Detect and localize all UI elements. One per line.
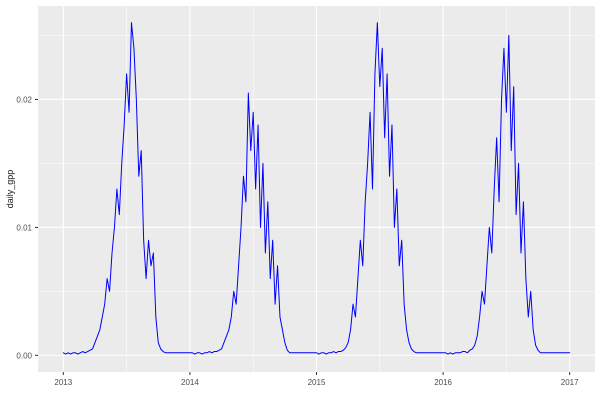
x-tick-label: 2016: [434, 378, 452, 387]
x-tick-label: 2017: [561, 378, 579, 387]
y-tick-label: 0.02: [16, 95, 32, 104]
x-tick-label: 2015: [308, 378, 326, 387]
y-axis-title: daily_gpp: [5, 169, 15, 209]
x-tick-label: 2013: [54, 378, 72, 387]
series-line: [62, 22, 571, 355]
x-tick-label: 2014: [181, 378, 199, 387]
y-tick-label: 0.01: [16, 223, 32, 232]
y-tick-label: 0.00: [16, 351, 32, 360]
